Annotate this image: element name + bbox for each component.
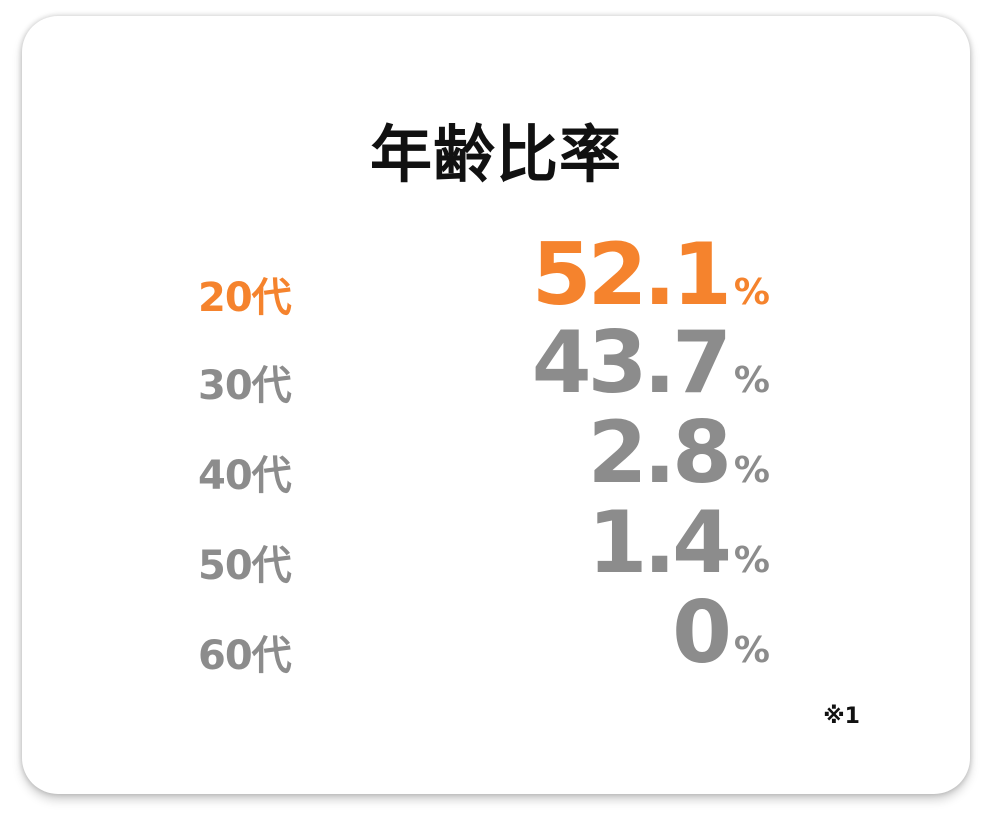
age-label: 50代 xyxy=(198,543,292,589)
value-unit: % xyxy=(733,630,770,671)
value-unit: % xyxy=(733,360,770,401)
value-unit: % xyxy=(733,272,770,313)
value-number: 52.1 xyxy=(531,225,732,325)
age-label: 30代 xyxy=(198,363,292,409)
age-value: 1.4% xyxy=(588,500,770,586)
card-title: 年齢比率 xyxy=(369,118,622,191)
age-ratio-card: 年齢比率 20代 52.1% 30代 43.7% 40代 2.8% 50代 1.… xyxy=(22,16,970,794)
age-label: 20代 xyxy=(198,275,292,321)
value-unit: % xyxy=(733,540,770,581)
age-value: 2.8% xyxy=(588,410,770,496)
value-unit: % xyxy=(733,450,770,491)
age-row-20s: 20代 52.1% xyxy=(22,228,970,318)
value-number: 2.8 xyxy=(587,403,732,503)
value-number: 43.7 xyxy=(531,313,732,413)
age-row-50s: 50代 1.4% xyxy=(22,496,970,586)
age-row-30s: 30代 43.7% xyxy=(22,316,970,406)
age-label: 40代 xyxy=(198,453,292,499)
age-value: 0% xyxy=(672,590,770,676)
age-row-60s: 60代 0% xyxy=(22,586,970,676)
age-row-40s: 40代 2.8% xyxy=(22,406,970,496)
value-number: 0 xyxy=(672,583,732,683)
age-value: 43.7% xyxy=(532,320,770,406)
footnote-marker: ※1 xyxy=(823,704,860,729)
age-value: 52.1% xyxy=(532,232,770,318)
age-label: 60代 xyxy=(198,633,292,679)
value-number: 1.4 xyxy=(587,493,732,593)
